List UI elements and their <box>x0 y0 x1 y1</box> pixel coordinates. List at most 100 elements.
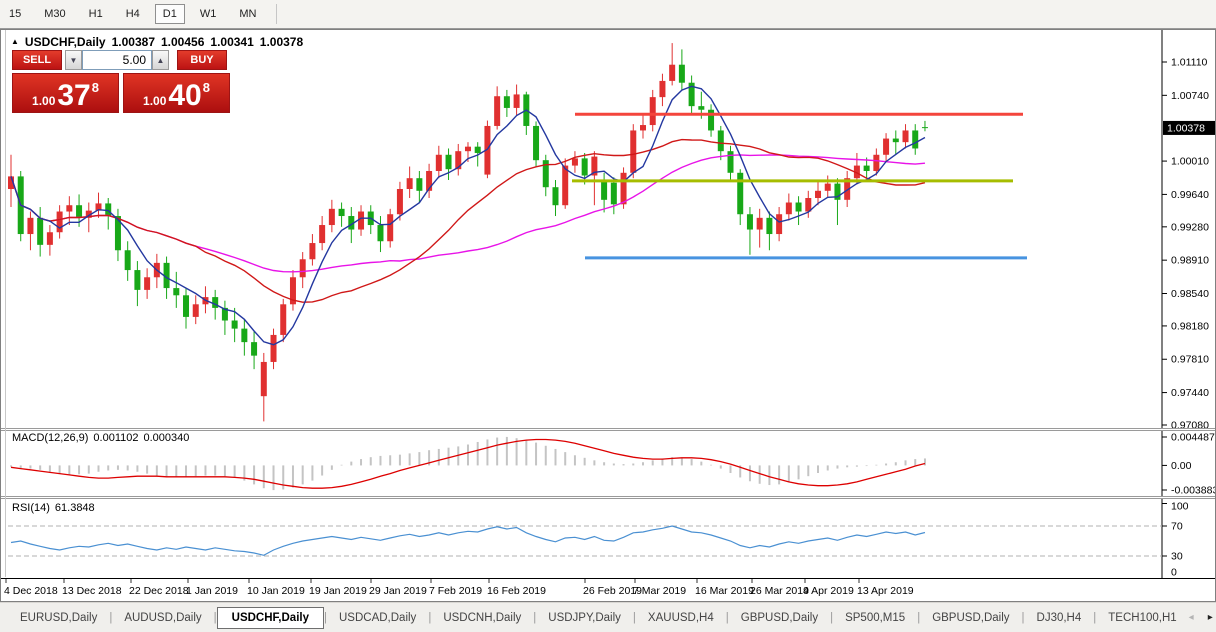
rsi-indicator-label: RSI(14) 61.3848 <box>12 502 100 514</box>
macd-pane: 0.004487 0.00 -0.003883 <box>10 432 1216 497</box>
candle-body <box>280 304 287 335</box>
candle-body <box>183 295 190 317</box>
tab-separator: | <box>632 611 636 624</box>
buy-price-button[interactable]: 1.00 40 8 <box>123 73 230 113</box>
chevron-down-icon: ▼ <box>69 55 78 65</box>
candle-body <box>834 183 841 200</box>
macd-signal-line <box>10 438 926 489</box>
chart-canvas[interactable]: 1.01110 1.00740 1.00010 0.99640 0.99280 0.989… <box>0 29 1216 602</box>
candle-body <box>241 328 248 343</box>
time-tick-label: 7 Feb 2019 <box>429 585 482 597</box>
candle-body <box>601 179 608 200</box>
candle-body <box>766 217 773 235</box>
tab-sp500-m15[interactable]: SP500,M15 <box>845 611 906 624</box>
candle-body <box>251 342 258 356</box>
timeframe-button-H1[interactable]: H1 <box>88 8 103 20</box>
candle-body <box>134 270 141 290</box>
chart-background <box>0 29 1216 602</box>
candle-body <box>494 96 501 126</box>
candle-body <box>776 214 783 235</box>
volume-decrease-button[interactable]: ▼ <box>65 50 82 70</box>
timeframe-toolbar: 15 M30 H1 H4 D1 W1 MN <box>0 0 1216 29</box>
rsi-tick-label: 100 <box>1171 501 1189 513</box>
timeframe-button-H4[interactable]: H4 <box>125 8 140 20</box>
time-tick-label: 13 Apr 2019 <box>857 585 914 597</box>
candle-body <box>542 160 549 188</box>
candle-body <box>309 243 316 260</box>
candle-body <box>669 64 676 81</box>
tab-audusd-daily[interactable]: AUDUSD,Daily <box>124 611 202 624</box>
price-tick-label: 0.98910 <box>1171 255 1209 267</box>
candle-body <box>377 225 384 242</box>
timeframe-button-M30[interactable]: M30 <box>44 8 66 20</box>
candle-body <box>785 202 792 215</box>
buy-button[interactable]: BUY <box>177 50 227 70</box>
candle-body <box>95 203 102 211</box>
timeframe-button-15[interactable]: 15 <box>9 8 22 20</box>
candle-body <box>892 138 899 143</box>
candle-body <box>114 216 121 251</box>
candle-body <box>883 138 890 155</box>
tab-tech100-h1[interactable]: TECH100,H1 <box>1108 611 1177 624</box>
rsi-pane: 100 70 30 0 <box>8 501 1189 579</box>
timeframe-button-W1[interactable]: W1 <box>199 8 217 20</box>
tab-separator: | <box>1021 611 1025 624</box>
candle-body <box>698 106 705 110</box>
tab-separator: | <box>830 611 834 624</box>
timeframe-button-MN[interactable]: MN <box>239 8 257 20</box>
candle-body <box>173 288 180 296</box>
volume-increase-button[interactable]: ▲ <box>152 50 169 70</box>
tab-usdcad-daily[interactable]: USDCAD,Daily <box>338 611 417 624</box>
sell-price-prefix: 1.00 <box>32 94 56 108</box>
tab-scroll-left-icon[interactable]: ◂ <box>1188 612 1194 623</box>
rsi-tick-label: 70 <box>1171 521 1183 533</box>
candle-body <box>863 165 870 171</box>
rsi-line <box>10 525 926 556</box>
collapse-trade-panel-icon[interactable]: ▲ <box>11 37 19 46</box>
candle-body <box>562 165 569 206</box>
time-tick-label: 13 Dec 2018 <box>62 585 122 597</box>
rsi-value: 61.3848 <box>54 502 95 514</box>
tab-dj30-h4[interactable]: DJ30,H4 <box>1036 611 1082 624</box>
candle-body <box>591 156 598 176</box>
candle-body <box>474 146 481 153</box>
ma-medium-line <box>10 138 926 303</box>
candle-body <box>445 154 452 170</box>
candle-body <box>630 130 637 173</box>
candle-body <box>270 334 277 362</box>
candle-body <box>620 172 627 205</box>
volume-input[interactable]: 5.00 <box>82 50 152 70</box>
price-tick-label: 0.98180 <box>1171 320 1209 332</box>
tab-usdjpy-daily[interactable]: USDJPY,Daily <box>548 611 621 624</box>
tab-separator: | <box>323 611 327 624</box>
candle-body <box>435 154 442 171</box>
time-tick-label: 16 Mar 2019 <box>695 585 754 597</box>
candle-body <box>396 189 403 215</box>
candle-body <box>873 154 880 171</box>
time-tick-label: 4 Apr 2019 <box>803 585 854 597</box>
candle-body <box>464 146 471 152</box>
tab-usdcnh-daily[interactable]: USDCNH,Daily <box>443 611 522 624</box>
tab-separator: | <box>725 611 729 624</box>
tab-gbpusd-daily[interactable]: GBPUSD,Daily <box>932 611 1010 624</box>
tab-usdchf-daily[interactable]: USDCHF,Daily <box>216 606 324 629</box>
tab-gbpusd-daily[interactable]: GBPUSD,Daily <box>740 611 819 624</box>
rsi-tick-label: 30 <box>1171 551 1183 563</box>
candle-body <box>688 82 695 107</box>
time-tick-label: 10 Jan 2019 <box>247 585 305 597</box>
candle-body <box>727 151 734 173</box>
sell-button[interactable]: SELL <box>12 50 62 70</box>
chart-symbol-label: USDCHF,Daily <box>24 35 106 49</box>
candle-body <box>66 205 73 212</box>
tab-scroll-arrows: ◂ ▸ <box>1189 612 1213 623</box>
candle-body <box>455 151 462 170</box>
tab-scroll-right-icon[interactable]: ▸ <box>1207 612 1213 623</box>
candle-body <box>85 210 92 218</box>
tab-eurusd-daily[interactable]: EURUSD,Daily <box>20 611 98 624</box>
tab-xauusd-h4[interactable]: XAUUSD,H4 <box>647 611 714 624</box>
candle-body <box>921 127 928 129</box>
sell-price-button[interactable]: 1.00 37 8 <box>12 73 119 113</box>
timeframe-button-D1[interactable]: D1 <box>154 4 185 24</box>
candle-body <box>105 203 112 217</box>
ohlc-open: 1.00387 <box>111 35 155 49</box>
